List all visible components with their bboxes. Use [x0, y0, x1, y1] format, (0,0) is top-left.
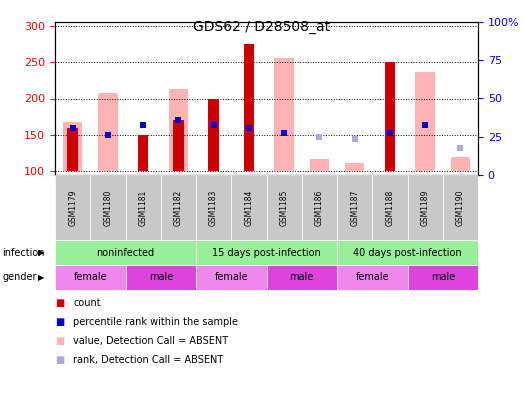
- Text: ■: ■: [55, 317, 64, 327]
- Text: male: male: [430, 272, 455, 282]
- Text: ▶: ▶: [38, 273, 44, 282]
- Text: GSM1179: GSM1179: [68, 189, 77, 226]
- Text: GSM1183: GSM1183: [209, 189, 218, 226]
- Text: GDS62 / D28508_at: GDS62 / D28508_at: [193, 20, 330, 34]
- Bar: [415, 72, 435, 171]
- Text: GSM1189: GSM1189: [420, 189, 429, 226]
- Text: 40 days post-infection: 40 days post-infection: [353, 248, 462, 257]
- Bar: [63, 122, 82, 171]
- Bar: [98, 93, 118, 171]
- Bar: [345, 163, 365, 171]
- Text: ■: ■: [55, 336, 64, 346]
- Bar: [275, 59, 294, 171]
- Bar: [231, 175, 267, 240]
- Bar: [372, 175, 407, 240]
- Text: GSM1190: GSM1190: [456, 189, 465, 226]
- Bar: [302, 175, 337, 240]
- Bar: [337, 240, 478, 265]
- Bar: [55, 265, 126, 290]
- Bar: [407, 175, 443, 240]
- Bar: [196, 265, 267, 290]
- Bar: [407, 265, 478, 290]
- Text: male: male: [149, 272, 173, 282]
- Bar: [126, 265, 196, 290]
- Text: GSM1186: GSM1186: [315, 189, 324, 226]
- Bar: [267, 175, 302, 240]
- Text: female: female: [73, 272, 107, 282]
- Text: noninfected: noninfected: [96, 248, 155, 257]
- Text: gender: gender: [3, 272, 37, 282]
- Text: value, Detection Call = ABSENT: value, Detection Call = ABSENT: [73, 336, 229, 346]
- Text: rank, Detection Call = ABSENT: rank, Detection Call = ABSENT: [73, 355, 223, 365]
- Text: female: female: [356, 272, 389, 282]
- Text: ▶: ▶: [38, 248, 44, 257]
- Text: male: male: [290, 272, 314, 282]
- Text: GSM1188: GSM1188: [385, 189, 394, 226]
- Bar: [443, 175, 478, 240]
- Bar: [138, 135, 149, 171]
- Text: GSM1187: GSM1187: [350, 189, 359, 226]
- Bar: [208, 99, 219, 171]
- Bar: [244, 44, 254, 171]
- Text: 15 days post-infection: 15 days post-infection: [212, 248, 321, 257]
- Text: count: count: [73, 298, 101, 308]
- Bar: [196, 240, 337, 265]
- Bar: [55, 240, 196, 265]
- Bar: [55, 175, 90, 240]
- Bar: [337, 175, 372, 240]
- Text: GSM1184: GSM1184: [244, 189, 253, 226]
- Bar: [337, 265, 407, 290]
- Text: percentile rank within the sample: percentile rank within the sample: [73, 317, 238, 327]
- Bar: [169, 89, 188, 171]
- Text: female: female: [214, 272, 248, 282]
- Text: GSM1181: GSM1181: [139, 189, 147, 226]
- Bar: [67, 128, 78, 171]
- Text: infection: infection: [3, 248, 45, 257]
- Bar: [161, 175, 196, 240]
- Bar: [451, 157, 470, 171]
- Text: GSM1180: GSM1180: [104, 189, 112, 226]
- Bar: [126, 175, 161, 240]
- Text: ■: ■: [55, 298, 64, 308]
- Bar: [90, 175, 126, 240]
- Bar: [384, 62, 395, 171]
- Text: GSM1185: GSM1185: [280, 189, 289, 226]
- Text: ■: ■: [55, 355, 64, 365]
- Bar: [196, 175, 231, 240]
- Bar: [267, 265, 337, 290]
- Bar: [310, 159, 329, 171]
- Bar: [173, 120, 184, 171]
- Text: GSM1182: GSM1182: [174, 189, 183, 226]
